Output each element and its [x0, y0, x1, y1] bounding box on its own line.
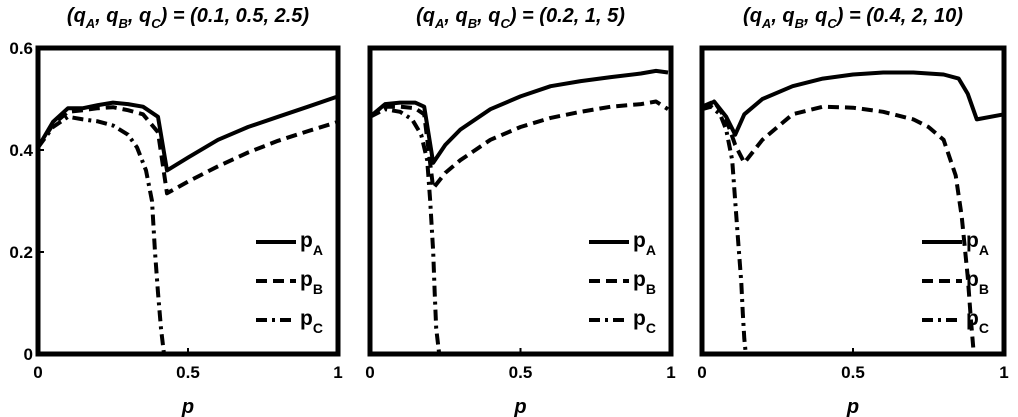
series-line-p_A — [368, 68, 669, 165]
series-line-p_C — [369, 107, 442, 355]
x-axis-label: p — [846, 396, 859, 417]
x-axis-label: p — [181, 396, 194, 417]
y-tick-label: 0.6 — [9, 39, 33, 58]
legend-label-p_C: pC — [300, 307, 323, 336]
plot-frame — [35, 45, 341, 357]
x-tick-label: 1 — [333, 363, 342, 382]
y-tick-label: 0.2 — [9, 243, 33, 262]
legend-label-p_A: pA — [300, 229, 323, 258]
x-tick-label: 0 — [365, 363, 374, 382]
x-axis-label: p — [513, 396, 526, 417]
legend: pA pB pC — [256, 229, 323, 336]
x-tick-label: 0 — [33, 363, 42, 382]
panel-title: (qA, qB, qC) = (0.4, 2, 10) — [743, 5, 963, 31]
x-tick-label: 0.5 — [176, 363, 200, 382]
x-tick-label: 0.5 — [841, 363, 865, 382]
legend-label-p_A: pA — [633, 229, 656, 258]
legend-label-p_C: pC — [966, 307, 989, 336]
plot-frame — [699, 45, 1007, 357]
series-line-p_A — [36, 94, 339, 173]
y-tick-label: 0 — [24, 345, 33, 364]
x-tick-label: 0 — [697, 363, 706, 382]
chart-panel-2: (qA, qB, qC) = (0.2, 1, 5) 0 0.5 1 p pA pB pC — [365, 5, 675, 417]
y-tick-label: 0.4 — [9, 141, 33, 160]
legend-label-p_B: pB — [300, 268, 323, 297]
panel-title: (qA, qB, qC) = (0.1, 0.5, 2.5) — [67, 5, 309, 31]
plot-frame — [367, 45, 674, 357]
legend-label-p_C: pC — [633, 307, 656, 336]
series-line-p_B — [701, 99, 976, 355]
x-tick-label: 0.5 — [509, 363, 533, 382]
series-line-p_B — [36, 105, 339, 196]
series-line-p_C — [36, 114, 166, 355]
legend-label-p_A: pA — [966, 229, 989, 258]
chart-panel-1: (qA, qB, qC) = (0.1, 0.5, 2.5) 0 0.5 1 p 0 0.2… — [9, 5, 342, 417]
chart-panel-3: (qA, qB, qC) = (0.4, 2, 10) 0 0.5 1 p pA pB pC — [697, 5, 1008, 417]
series-line-p_B — [368, 99, 670, 191]
legend-label-p_B: pB — [966, 268, 989, 297]
x-tick-label: 1 — [999, 363, 1008, 382]
x-tick-label: 1 — [666, 363, 675, 382]
legend-label-p_B: pB — [633, 268, 656, 297]
series-line-p_A — [700, 70, 1005, 137]
legend: pA pB pC — [922, 229, 989, 336]
legend: pA pB pC — [589, 229, 656, 336]
series-line-p_C — [701, 104, 748, 355]
panel-title: (qA, qB, qC) = (0.2, 1, 5) — [416, 5, 625, 31]
